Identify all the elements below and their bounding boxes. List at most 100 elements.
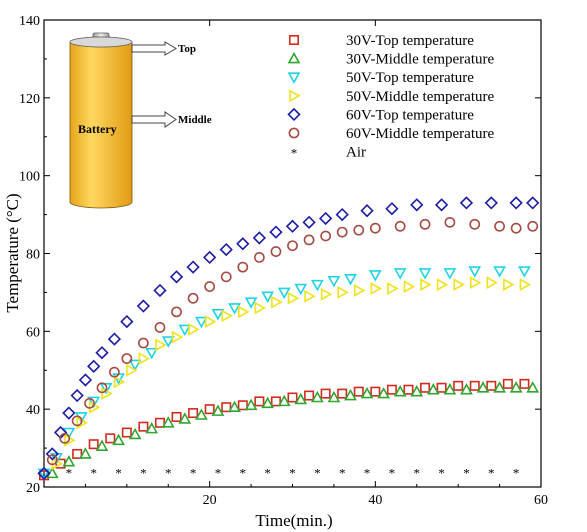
data-point [469, 218, 481, 230]
data-point [459, 196, 474, 210]
data-point [369, 222, 381, 234]
y-tick-label: 120 [19, 92, 40, 107]
data-point [195, 408, 208, 420]
data-point [393, 268, 407, 280]
legend: 30V-Top temperature 30V-Middle temperatur… [287, 33, 494, 161]
data-point [370, 386, 381, 397]
data-point [360, 386, 374, 399]
data-point [252, 231, 266, 245]
y-tick-label: 40 [26, 403, 40, 418]
data-point [526, 196, 540, 210]
battery-top-rim [69, 36, 133, 48]
data-point [45, 447, 59, 461]
data-point [121, 427, 132, 438]
data-point [203, 250, 217, 265]
data-point [335, 207, 349, 222]
data-point [237, 400, 248, 411]
data-point [79, 447, 92, 459]
series-circle [46, 216, 539, 466]
legend-marker [287, 72, 301, 84]
data-point [211, 404, 225, 416]
data-point [519, 278, 532, 291]
data-point [353, 386, 364, 397]
data-point [204, 404, 215, 415]
data-point [161, 336, 175, 348]
data-point [403, 280, 416, 293]
data-point: * [264, 465, 271, 480]
data-point [72, 448, 83, 459]
data-point [112, 433, 125, 446]
data-point: * [90, 465, 97, 480]
data-point [527, 220, 539, 232]
data-point [287, 392, 298, 403]
data-point [219, 242, 233, 257]
legend-marker [288, 127, 300, 139]
data-point [493, 266, 506, 278]
data-point [394, 220, 406, 232]
legend-marker [287, 51, 301, 64]
data-point [519, 378, 530, 389]
data-point [510, 222, 522, 234]
data-point [220, 271, 232, 283]
data-point [393, 385, 407, 397]
data-point [484, 196, 498, 210]
data-point [178, 324, 192, 337]
data-point [418, 268, 432, 280]
data-point [368, 270, 382, 282]
data-point [503, 278, 515, 291]
data-point [188, 408, 199, 419]
y-axis-label: Temperature (°C) [3, 193, 22, 312]
data-point [294, 283, 308, 296]
data-point [436, 382, 447, 393]
data-point [128, 427, 142, 440]
legend-label: 50V-Top temperature [346, 70, 474, 86]
data-point [136, 299, 151, 313]
y-tick-label: 140 [19, 14, 40, 29]
data-point: * [289, 465, 296, 480]
data-point [95, 439, 109, 451]
data-point [261, 396, 275, 409]
data-point [37, 466, 51, 481]
data-point [468, 266, 482, 278]
data-point [419, 218, 431, 230]
battery-diagram: Battery Top Middle [69, 32, 212, 209]
data-point [302, 215, 316, 229]
data-point [254, 396, 265, 407]
data-point [126, 363, 138, 377]
data-point [486, 276, 498, 290]
data-point [294, 392, 308, 405]
data-point [518, 266, 531, 278]
data-point [261, 291, 275, 303]
data-point [426, 383, 440, 395]
data-point [277, 394, 291, 407]
series-square [38, 378, 530, 481]
data-point [87, 396, 101, 409]
data-point [154, 417, 165, 428]
data-point [271, 295, 283, 309]
data-point [74, 412, 88, 424]
x-axis-label: Time(min.) [255, 511, 332, 530]
data-point [410, 198, 424, 212]
data-point [153, 283, 167, 298]
data-point [304, 390, 315, 401]
data-point [145, 347, 159, 360]
x-axis: 20 40 60 [84, 20, 548, 508]
data-point: * [513, 465, 520, 480]
battery-label: Battery [78, 122, 117, 136]
data-point [59, 432, 71, 444]
data-point [353, 224, 365, 236]
series-triangle-up [45, 381, 540, 479]
data-point [161, 416, 175, 428]
data-point [444, 216, 456, 228]
data-point: * [215, 465, 222, 480]
data-point [453, 278, 465, 291]
data-point [113, 375, 126, 389]
data-point [344, 388, 357, 401]
data-point [138, 352, 151, 365]
data-point [494, 220, 505, 232]
data-point [171, 330, 184, 344]
data-point [420, 382, 431, 393]
data-point: * [115, 465, 122, 480]
data-point [178, 412, 192, 424]
data-point [62, 455, 76, 467]
